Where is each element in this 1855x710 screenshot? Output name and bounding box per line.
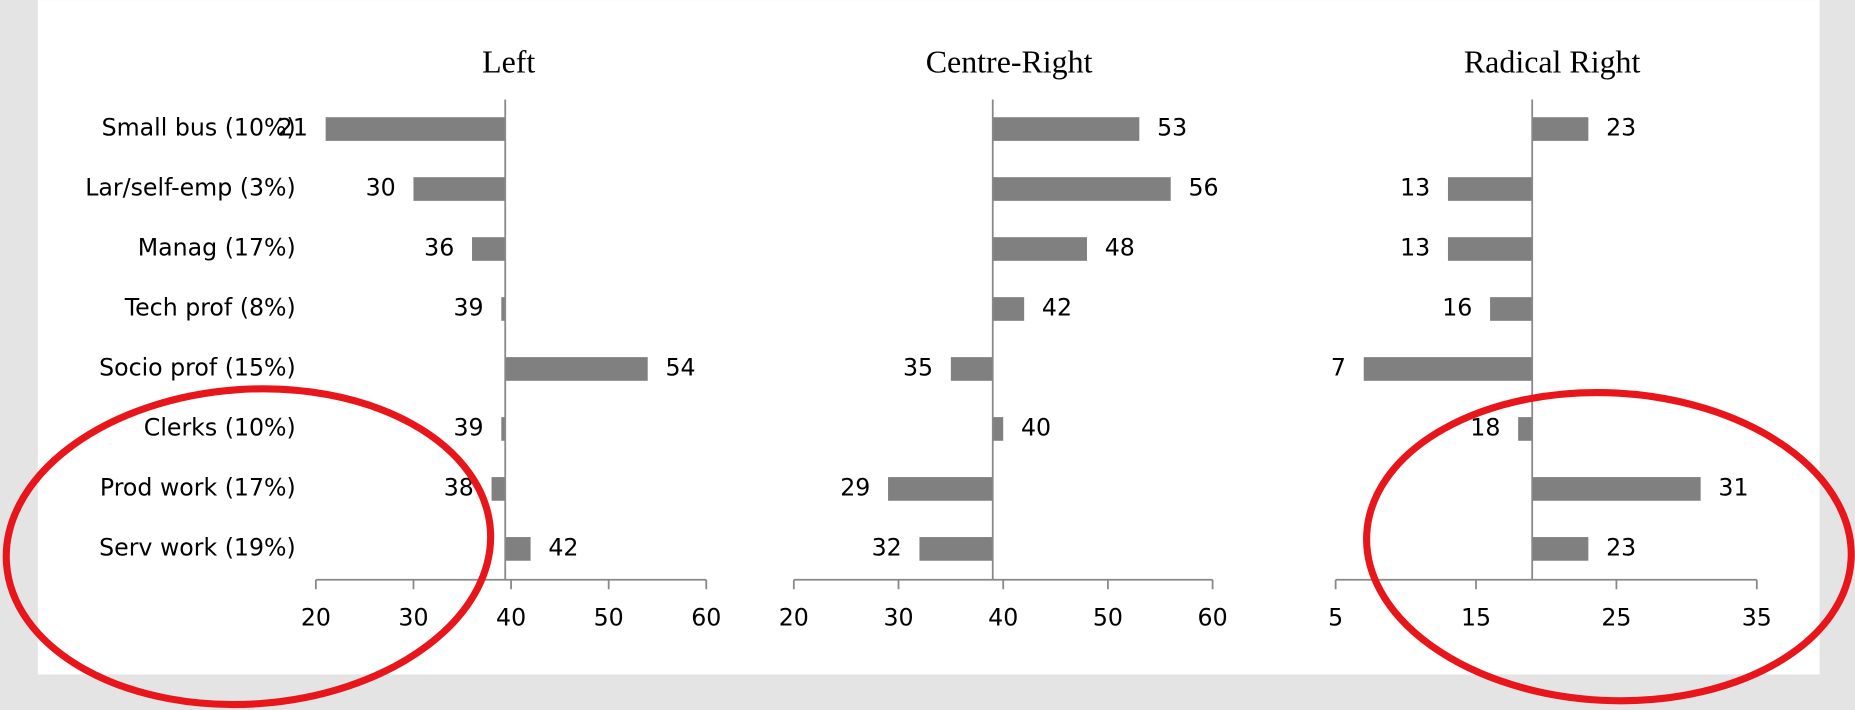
bar [1447,237,1533,261]
category-label: Prod work (17%) [100,473,296,501]
bar [1490,297,1533,321]
x-tick-label: 50 [594,603,624,631]
value-label: 30 [366,174,396,202]
value-label: 48 [1105,234,1135,262]
bar [1532,537,1589,561]
bar [491,477,506,501]
bar [919,537,993,561]
value-label: 42 [548,533,578,561]
x-tick-label: 60 [1198,603,1228,631]
category-label: Tech prof (8%) [124,293,296,321]
bar [1518,417,1533,441]
x-tick-label: 5 [1328,603,1343,631]
plot: Small bus (10%) Lar/self-emp (3%) Manag (1… [85,44,1772,631]
x-tick-label: 25 [1601,603,1631,631]
bar [505,357,648,381]
chart-area [37,0,1820,675]
bar [505,537,531,561]
bar [1447,177,1533,201]
value-label: 16 [1442,293,1472,321]
value-label: 42 [1042,293,1072,321]
value-label: 13 [1400,174,1430,202]
value-label: 18 [1470,413,1500,441]
value-label: 56 [1188,174,1218,202]
bar [501,417,506,441]
bar [992,297,1025,321]
bar [888,477,993,501]
bar [501,297,506,321]
x-tick-label: 40 [496,603,526,631]
bar [992,417,1004,441]
value-label: 13 [1400,234,1430,262]
value-label: 29 [840,473,870,501]
bar [992,117,1140,141]
bar [992,237,1087,261]
value-label: 53 [1157,114,1187,142]
bar [950,357,993,381]
x-tick-label: 35 [1742,603,1772,631]
bar [992,177,1171,201]
category-label: Small bus (10%) [102,114,296,142]
category-label: Clerks (10%) [144,413,296,441]
bar [1532,117,1589,141]
bar [413,177,506,201]
x-tick-label: 60 [691,603,721,631]
x-tick-label: 15 [1461,603,1491,631]
panel-title: Radical Right [1464,44,1641,79]
value-label: 21 [278,114,308,142]
value-label: 23 [1606,114,1636,142]
value-label: 31 [1718,473,1748,501]
category-label: Lar/self-emp (3%) [85,174,296,202]
x-tick-label: 50 [1093,603,1123,631]
value-label: 39 [453,413,483,441]
value-label: 7 [1331,353,1346,381]
value-label: 54 [665,353,695,381]
bar [1532,477,1701,501]
value-label: 35 [903,353,933,381]
bar [1363,357,1533,381]
category-label: Serv work (19%) [99,533,296,561]
x-tick-label: 20 [301,603,331,631]
category-label: Manag (17%) [138,234,296,262]
value-label: 36 [424,234,454,262]
value-label: 23 [1606,533,1636,561]
x-tick-label: 20 [779,603,809,631]
value-label: 32 [872,533,902,561]
bar [325,117,506,141]
highlight-circle [2,385,495,709]
panel-title: Centre-Right [926,44,1093,79]
x-tick-label: 40 [988,603,1018,631]
x-tick-label: 30 [398,603,428,631]
panel-title: Left [482,44,535,79]
bar [472,237,506,261]
value-label: 39 [453,293,483,321]
highlight-circle [1363,388,1855,705]
x-tick-label: 30 [883,603,913,631]
value-label: 40 [1021,413,1051,441]
category-label: Socio prof (15%) [99,353,296,381]
